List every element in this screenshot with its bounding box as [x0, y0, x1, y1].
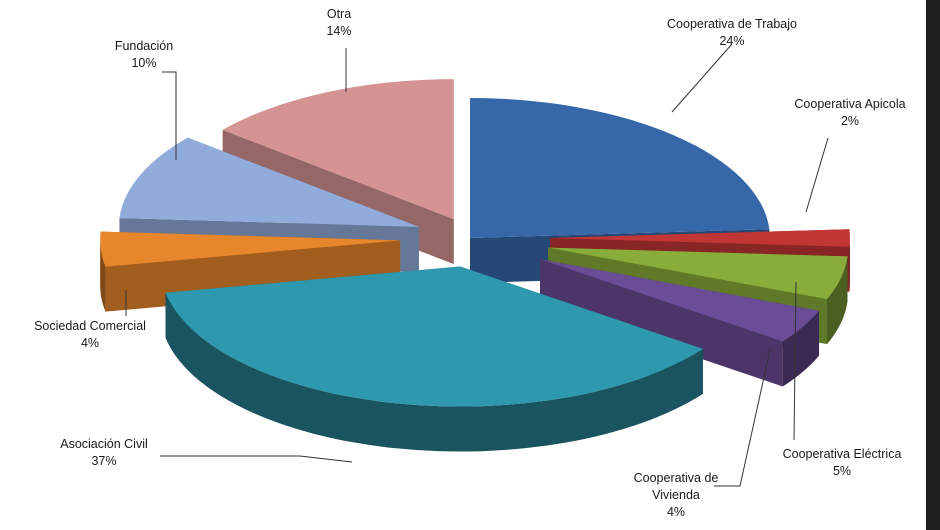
- label-sociedad-comercial: Sociedad Comercial 4%: [34, 319, 146, 350]
- slice-outer-wall: [849, 238, 851, 292]
- leader-fundacion: [162, 71, 177, 160]
- pie-slices: [100, 79, 851, 452]
- leader-cooperativa-apicola: [805, 137, 829, 213]
- slice-top-cooperativa-de-vivienda: [540, 259, 820, 342]
- slice-top-cooperativa-apicola: [550, 229, 850, 247]
- label-cooperativa-de-trabajo: Cooperativa de Trabajo 24%: [667, 17, 797, 48]
- slice-outer-wall: [782, 310, 820, 387]
- label-fundacion: Fundación 10%: [115, 39, 173, 70]
- slice-top-sociedad-comercial: [100, 231, 401, 267]
- label-cooperativa-apicola: Cooperativa Apicola 2%: [794, 97, 905, 128]
- slice-side-wall: [540, 259, 783, 387]
- label-cooperativa-electrica: Cooperativa Eléctrica 5%: [783, 447, 902, 478]
- leader-asociacion-civil: [160, 455, 353, 463]
- leader-cooperativa-electrica: [793, 281, 797, 441]
- slice-top-cooperativa-electrica: [548, 247, 848, 300]
- leader-cooperativa-de-trabajo: [671, 43, 733, 113]
- label-asociacion-civil: Asociación Civil 37%: [60, 437, 148, 468]
- leader-lines: [125, 43, 829, 487]
- slice-asociacion-civil: [165, 266, 703, 452]
- slice-outer-wall: [165, 292, 703, 452]
- leader-cooperativa-de-vivienda: [714, 349, 771, 487]
- slice-cooperativa-de-vivienda: [540, 259, 820, 387]
- slice-labels: Cooperativa de Trabajo 24% Cooperativa Api…: [34, 7, 906, 519]
- slice-outer-wall: [100, 240, 106, 312]
- slice-top-otra: [222, 79, 454, 220]
- slice-top-asociacion-civil: [165, 266, 703, 407]
- slice-outer-wall: [827, 256, 848, 345]
- slice-top-cooperativa-de-trabajo: [470, 98, 770, 238]
- label-otra: Otra 14%: [326, 7, 351, 38]
- label-cooperativa-de-vivienda: Cooperativa de Vivienda 4%: [634, 471, 719, 519]
- slice-top-fundacion: [119, 137, 419, 227]
